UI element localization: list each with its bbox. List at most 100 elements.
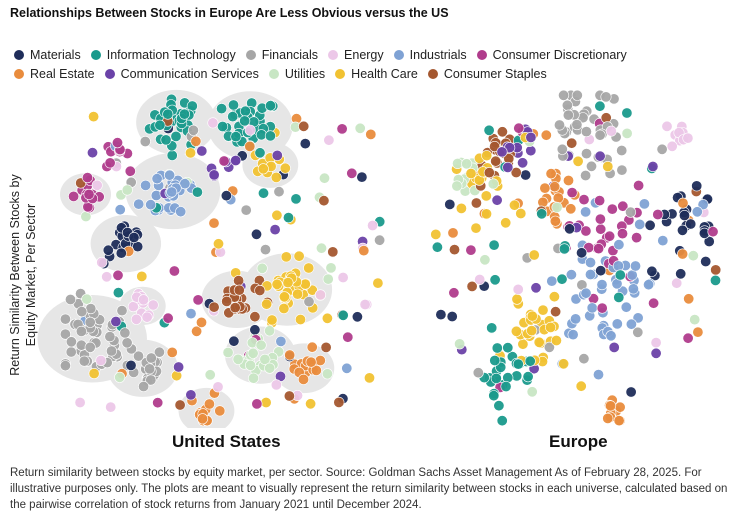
stock-point-information-technology (217, 120, 229, 132)
stock-point-financials (656, 143, 668, 155)
legend-label: Health Care (351, 67, 418, 81)
stock-point-materials (646, 265, 658, 277)
stock-point-industrials (632, 312, 644, 324)
stock-point-health-care (575, 380, 587, 392)
stock-point-consumer-discretionary (104, 157, 116, 169)
stock-point-information-technology (179, 108, 191, 120)
stock-point-consumer-staples (490, 155, 502, 167)
stock-point-consumer-staples (283, 390, 295, 402)
stock-point-information-technology (496, 415, 508, 427)
stock-point-health-care (572, 155, 584, 167)
stock-point-health-care (305, 398, 317, 410)
stock-point-consumer-discretionary (251, 398, 263, 410)
stock-point-energy (91, 179, 103, 191)
stock-point-materials (220, 190, 232, 202)
stock-point-information-technology (264, 130, 276, 142)
stock-point-energy (605, 125, 617, 137)
stock-point-utilities (81, 293, 93, 305)
stock-point-energy (96, 256, 108, 268)
stock-point-real-estate (605, 400, 617, 412)
stock-point-industrials (638, 198, 650, 210)
stock-point-health-care (481, 150, 493, 162)
legend-swatch (476, 50, 487, 60)
stock-point-real-estate (191, 325, 203, 337)
stock-point-industrials (114, 204, 126, 216)
stock-point-consumer-discretionary (83, 188, 95, 200)
stock-point-communication-services (269, 224, 281, 236)
scatter-plot (37, 89, 722, 428)
legend-swatch (245, 50, 256, 60)
stock-point-energy (359, 299, 371, 311)
stock-point-information-technology (511, 370, 523, 382)
stock-point-consumer-staples (221, 295, 233, 307)
stock-point-financials (571, 119, 583, 131)
stock-point-industrials (565, 269, 577, 281)
stock-point-energy (101, 271, 113, 283)
stock-point-consumer-discretionary (336, 123, 348, 135)
stock-point-industrials (341, 362, 353, 374)
stock-point-financials (240, 204, 252, 216)
stock-point-communication-services (491, 194, 503, 206)
stock-point-energy (671, 277, 683, 289)
stock-point-industrials (611, 318, 623, 330)
stock-point-financials (65, 294, 77, 306)
stock-point-financials (75, 325, 87, 337)
stock-point-materials (102, 244, 114, 256)
stock-point-financials (580, 148, 592, 160)
panel-united-states (37, 89, 386, 428)
stock-point-utilities (121, 184, 133, 196)
stock-point-information-technology (614, 269, 626, 281)
stock-point-utilities (204, 369, 216, 381)
stock-point-utilities (264, 362, 276, 374)
stock-point-health-care (545, 321, 557, 333)
stock-point-energy (212, 381, 224, 393)
stock-point-energy (138, 294, 150, 306)
stock-point-real-estate (190, 135, 202, 147)
stock-point-financials (119, 327, 131, 339)
stock-point-utilities (325, 262, 337, 274)
stock-point-financials (600, 91, 612, 103)
stock-point-health-care (508, 199, 520, 211)
stock-point-financials (580, 170, 592, 182)
stock-point-consumer-staples (550, 306, 562, 318)
legend-label: Energy (344, 48, 384, 62)
stock-point-information-technology (228, 99, 240, 111)
legend-item-financials: Financials (245, 48, 318, 62)
stock-point-industrials (151, 173, 163, 185)
stock-point-communication-services (208, 169, 220, 181)
stock-point-utilities (259, 353, 271, 365)
legend-swatch (393, 50, 404, 60)
stock-point-financials (594, 129, 606, 141)
stock-point-information-technology (491, 342, 503, 354)
stock-point-materials (128, 232, 140, 244)
stock-point-communication-services (525, 145, 537, 157)
stock-point-information-technology (594, 100, 606, 112)
stock-point-health-care (260, 396, 272, 408)
stock-point-real-estate (358, 245, 370, 257)
stock-point-consumer-staples (320, 341, 332, 353)
stock-point-consumer-discretionary (152, 397, 164, 409)
stock-point-energy (95, 354, 107, 366)
stock-point-financials (106, 345, 118, 357)
stock-point-health-care (500, 217, 512, 229)
stock-point-financials (145, 352, 157, 364)
stock-point-consumer-staples (510, 167, 522, 179)
stock-point-communication-services (502, 161, 514, 173)
stock-point-utilities (248, 372, 260, 384)
stock-point-materials (685, 218, 697, 230)
stock-point-utilities (256, 262, 268, 274)
stock-point-industrials (596, 279, 608, 291)
stock-point-health-care (266, 314, 278, 326)
stock-point-energy (74, 396, 86, 408)
legend-item-information-technology: Information Technology (90, 48, 236, 62)
stock-point-consumer-discretionary (652, 209, 664, 221)
stock-point-materials (351, 311, 363, 323)
stock-point-utilities (461, 158, 473, 170)
stock-point-financials (139, 135, 151, 147)
stock-point-health-care (271, 209, 283, 221)
stock-point-health-care (372, 277, 384, 289)
stock-point-health-care (303, 262, 315, 274)
legend-label: Industrials (409, 48, 467, 62)
stock-point-information-technology (709, 274, 721, 286)
stock-point-materials (444, 198, 456, 210)
